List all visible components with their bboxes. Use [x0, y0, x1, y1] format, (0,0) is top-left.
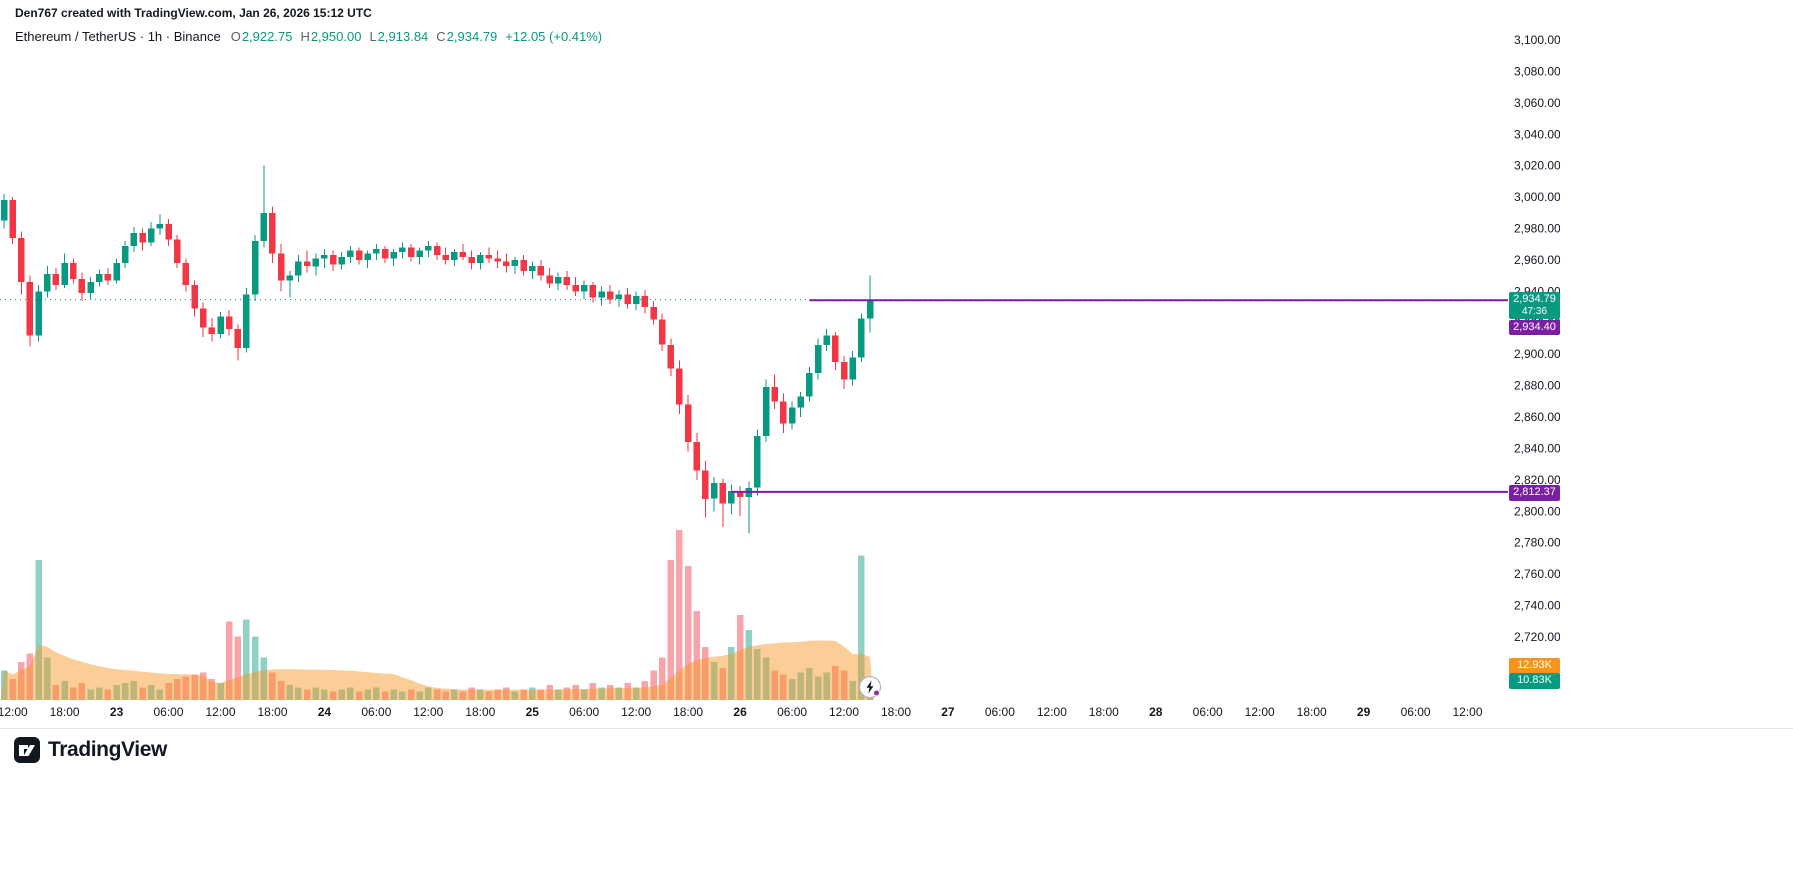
svg-text:2,860.00: 2,860.00 [1514, 410, 1560, 424]
svg-text:12:00: 12:00 [413, 705, 443, 719]
svg-text:06:00: 06:00 [1193, 705, 1223, 719]
svg-text:2,780.00: 2,780.00 [1514, 536, 1560, 550]
svg-text:18:00: 18:00 [1089, 705, 1119, 719]
tradingview-logo-icon [14, 737, 40, 763]
svg-text:12:00: 12:00 [1037, 705, 1067, 719]
svg-text:12:00: 12:00 [621, 705, 651, 719]
svg-text:3,000.00: 3,000.00 [1514, 190, 1560, 204]
svg-text:2,980.00: 2,980.00 [1514, 222, 1560, 236]
svg-text:12:00: 12:00 [1245, 705, 1275, 719]
bar-countdown-badge: 47:36 [1509, 306, 1560, 319]
ohlc-open: O2,922.75 [230, 29, 293, 44]
ohlc-high: H2,950.00 [300, 29, 362, 44]
svg-text:2,760.00: 2,760.00 [1514, 567, 1560, 581]
attribution-text: Den767 created with TradingView.com, Jan… [15, 6, 372, 20]
svg-text:12:00: 12:00 [829, 705, 859, 719]
svg-text:23: 23 [110, 705, 124, 719]
svg-text:25: 25 [526, 705, 540, 719]
svg-text:29: 29 [1357, 705, 1371, 719]
svg-text:18:00: 18:00 [881, 705, 911, 719]
price-axis[interactable] [1508, 28, 1562, 703]
svg-text:06:00: 06:00 [361, 705, 391, 719]
time-axis-labels: 12:00 18:00 23 06:00 12:00 18:00 24 06:00 12:00 1… [0, 705, 1483, 719]
svg-text:26: 26 [733, 705, 747, 719]
symbol-legend: Ethereum / TetherUS · 1h · Binance O2,92… [15, 29, 602, 44]
svg-text:2,960.00: 2,960.00 [1514, 253, 1560, 267]
ohlc-readout: O2,922.75 H2,950.00 L2,913.84 C2,934.79 … [231, 29, 602, 44]
tradingview-logo[interactable]: TradingView [14, 737, 167, 763]
svg-text:24: 24 [318, 705, 332, 719]
svg-text:12:00: 12:00 [0, 705, 28, 719]
instant-order-icon[interactable] [858, 675, 882, 699]
volume-current-badge: 10.83K [1509, 673, 1560, 689]
price-axis-labels: 3,100.00 3,080.00 3,060.00 3,040.00 3,020.00… [1514, 33, 1560, 644]
svg-text:2,900.00: 2,900.00 [1514, 347, 1560, 361]
svg-text:18:00: 18:00 [465, 705, 495, 719]
svg-text:3,080.00: 3,080.00 [1514, 64, 1560, 78]
svg-text:12:00: 12:00 [1452, 705, 1482, 719]
svg-text:2,840.00: 2,840.00 [1514, 442, 1560, 456]
svg-text:06:00: 06:00 [569, 705, 599, 719]
svg-text:18:00: 18:00 [1297, 705, 1327, 719]
svg-text:3,100.00: 3,100.00 [1514, 33, 1560, 47]
volume-ma-area [0, 640, 874, 700]
svg-text:2,720.00: 2,720.00 [1514, 630, 1560, 644]
svg-text:12:00: 12:00 [205, 705, 235, 719]
chart-canvas[interactable]: 3,100.00 3,080.00 3,060.00 3,040.00 3,020.00… [0, 0, 1560, 728]
svg-text:27: 27 [941, 705, 955, 719]
svg-text:18:00: 18:00 [673, 705, 703, 719]
svg-text:3,060.00: 3,060.00 [1514, 96, 1560, 110]
svg-text:3,040.00: 3,040.00 [1514, 127, 1560, 141]
svg-text:3,020.00: 3,020.00 [1514, 159, 1560, 173]
time-axis[interactable] [0, 702, 1508, 727]
ohlc-change: +12.05 (+0.41%) [505, 29, 603, 44]
volume-ma-badge: 12.93K [1509, 658, 1560, 674]
footer: TradingView [14, 737, 167, 763]
svg-text:2,880.00: 2,880.00 [1514, 379, 1560, 393]
ohlc-close: C2,934.79 [436, 29, 498, 44]
svg-text:2,820.00: 2,820.00 [1514, 473, 1560, 487]
svg-text:2,740.00: 2,740.00 [1514, 599, 1560, 613]
svg-text:18:00: 18:00 [257, 705, 287, 719]
level-2-price-badge: 2,812.37 [1509, 485, 1560, 502]
svg-text:06:00: 06:00 [985, 705, 1015, 719]
svg-text:2,800.00: 2,800.00 [1514, 504, 1560, 518]
current-price-badge: 2,934.79 [1509, 292, 1560, 308]
svg-text:06:00: 06:00 [153, 705, 183, 719]
symbol-title[interactable]: Ethereum / TetherUS · 1h · Binance [15, 29, 221, 44]
ohlc-low: L2,913.84 [369, 29, 429, 44]
candles [0, 165, 874, 534]
level-1-price-badge: 2,934.40 [1509, 319, 1560, 336]
footer-divider [0, 728, 1793, 729]
svg-text:28: 28 [1149, 705, 1163, 719]
tradingview-logo-text: TradingView [48, 738, 167, 761]
svg-text:06:00: 06:00 [1401, 705, 1431, 719]
volume-bars [0, 530, 874, 701]
svg-text:06:00: 06:00 [777, 705, 807, 719]
svg-text:18:00: 18:00 [50, 705, 80, 719]
